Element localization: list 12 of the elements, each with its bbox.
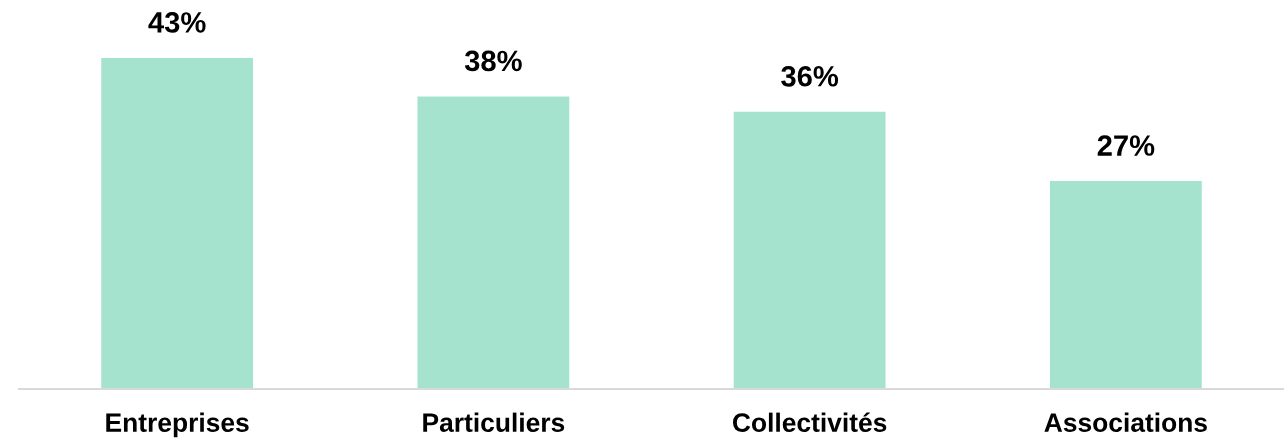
x-tick-label: Collectivités [732, 412, 887, 432]
x-tick-label: Entreprises [106, 412, 249, 438]
data-label: 43% [148, 12, 206, 33]
bar [417, 96, 570, 389]
x-tick-label: Associations [1044, 412, 1207, 432]
bar [1049, 181, 1202, 389]
x-tick-label: Particuliers [423, 412, 565, 432]
data-label: 38% [464, 50, 522, 72]
bar [101, 57, 254, 389]
data-label: 27% [1097, 135, 1155, 156]
data-label: 36% [781, 65, 839, 87]
bar [733, 111, 886, 389]
